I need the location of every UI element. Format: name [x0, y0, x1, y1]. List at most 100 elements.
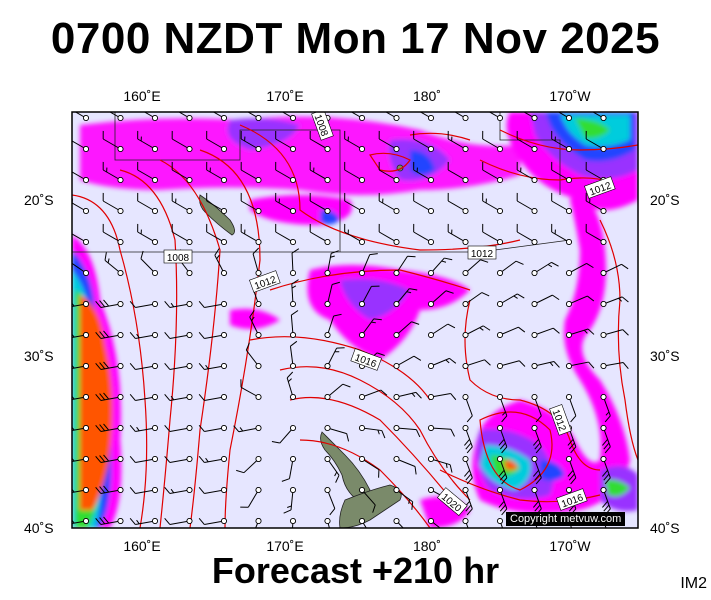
wind-barb [496, 486, 508, 516]
wind-barb [137, 112, 159, 122]
wind-barb [240, 130, 262, 153]
wind-barb [393, 391, 422, 401]
wind-barb [72, 299, 90, 308]
wind-barb [600, 362, 629, 370]
wind-barb [102, 223, 124, 246]
isobar-line [159, 159, 221, 528]
wind-barb [516, 130, 538, 153]
wind-barb [275, 130, 297, 153]
wind-barb [427, 290, 454, 308]
isobar-line [279, 366, 471, 501]
wind-barb [551, 192, 573, 215]
wind-barb [413, 161, 435, 184]
wind-barb [104, 252, 124, 277]
nz-south-island [339, 484, 402, 528]
forecast-label: Forecast +210 hr [211, 550, 500, 591]
wind-barb [447, 192, 469, 215]
wind-barb [129, 424, 159, 432]
isobar-line [369, 152, 411, 172]
wind-barb [482, 223, 504, 246]
wind-barb [531, 327, 560, 339]
isobar-line [479, 159, 611, 183]
wind-barb [551, 223, 573, 246]
wind-barb [462, 517, 473, 528]
lat-label-right-40s: 40˚S [650, 520, 680, 536]
copyright-label: Copyright metvuw.com [506, 512, 626, 526]
lat-label-left-20s: 20˚S [24, 192, 54, 208]
wind-barb [551, 130, 573, 153]
wind-barb [551, 161, 573, 184]
wind-barb [585, 130, 607, 153]
wind-barb [275, 161, 297, 184]
lon-label-top-170e: 170˚E [266, 88, 304, 104]
wind-barb [250, 517, 262, 528]
wind-barb [240, 192, 262, 215]
wind-barb [600, 296, 629, 308]
wind-barb [413, 130, 435, 153]
isobar-line [249, 336, 431, 401]
wind-barb [95, 330, 124, 339]
wind-barb [240, 112, 262, 122]
wind-barb [252, 247, 262, 277]
wind-barb [206, 130, 228, 153]
wind-barb [358, 455, 380, 478]
wind-barb [198, 517, 228, 525]
wind-barb [275, 223, 297, 246]
lat-label-left-30s: 30˚S [24, 348, 54, 364]
wind-barb [413, 192, 435, 215]
wind-barb [164, 517, 193, 525]
wind-barb [344, 161, 366, 184]
wind-barb [236, 455, 262, 474]
wind-barb [275, 192, 297, 215]
wind-barb [72, 330, 90, 339]
wind-barb [482, 192, 504, 215]
wind-barb [378, 161, 400, 184]
wind-barb [72, 138, 90, 153]
wind-barb [198, 300, 228, 308]
precipitation-layer [72, 112, 638, 528]
wind-barb [164, 362, 193, 370]
wind-barb [289, 340, 298, 370]
wind-barb [324, 486, 336, 516]
wind-barb [171, 130, 193, 153]
wind-barb [95, 299, 124, 308]
lon-label-bottom-160e: 160˚E [123, 538, 161, 554]
wind-barb [447, 223, 469, 246]
wind-barb [240, 223, 262, 246]
wind-barb [171, 223, 193, 246]
wind-barb [171, 161, 193, 184]
wind-barb [496, 393, 508, 423]
wind-barb [164, 300, 193, 308]
wind-barb [393, 321, 420, 339]
lat-label-left-40s: 40˚S [24, 520, 54, 536]
wind-barb [496, 517, 508, 528]
wind-barb [171, 112, 193, 122]
wind-barb [286, 371, 297, 401]
wind-barb [393, 455, 417, 475]
wind-barb [585, 223, 607, 246]
lon-label-top-170w: 170˚W [549, 88, 591, 104]
wind-barb [378, 192, 400, 215]
wind-barb [72, 361, 90, 370]
wind-barb [427, 393, 457, 401]
wind-barb [249, 310, 262, 339]
wind-barb [95, 392, 124, 401]
wind-barb [324, 424, 350, 442]
wind-barb [102, 130, 124, 153]
wind-barb [129, 455, 159, 463]
wind-barb [462, 393, 473, 423]
wind-barb [462, 259, 489, 277]
wind-barb [240, 379, 262, 401]
page-title: 0700 NZDT Mon 17 Nov 2025 [50, 14, 661, 63]
isobar-line [72, 194, 148, 528]
wind-barb [72, 169, 90, 184]
wind-barb [358, 517, 373, 528]
wind-barb [344, 223, 366, 246]
isobar-label: 1008 [163, 249, 193, 264]
wind-barb [358, 285, 380, 308]
wind-barb [378, 223, 400, 246]
wind-barb [393, 424, 421, 438]
wind-barb [72, 423, 90, 432]
wind-barb [309, 192, 331, 215]
wind-barb [413, 223, 435, 246]
